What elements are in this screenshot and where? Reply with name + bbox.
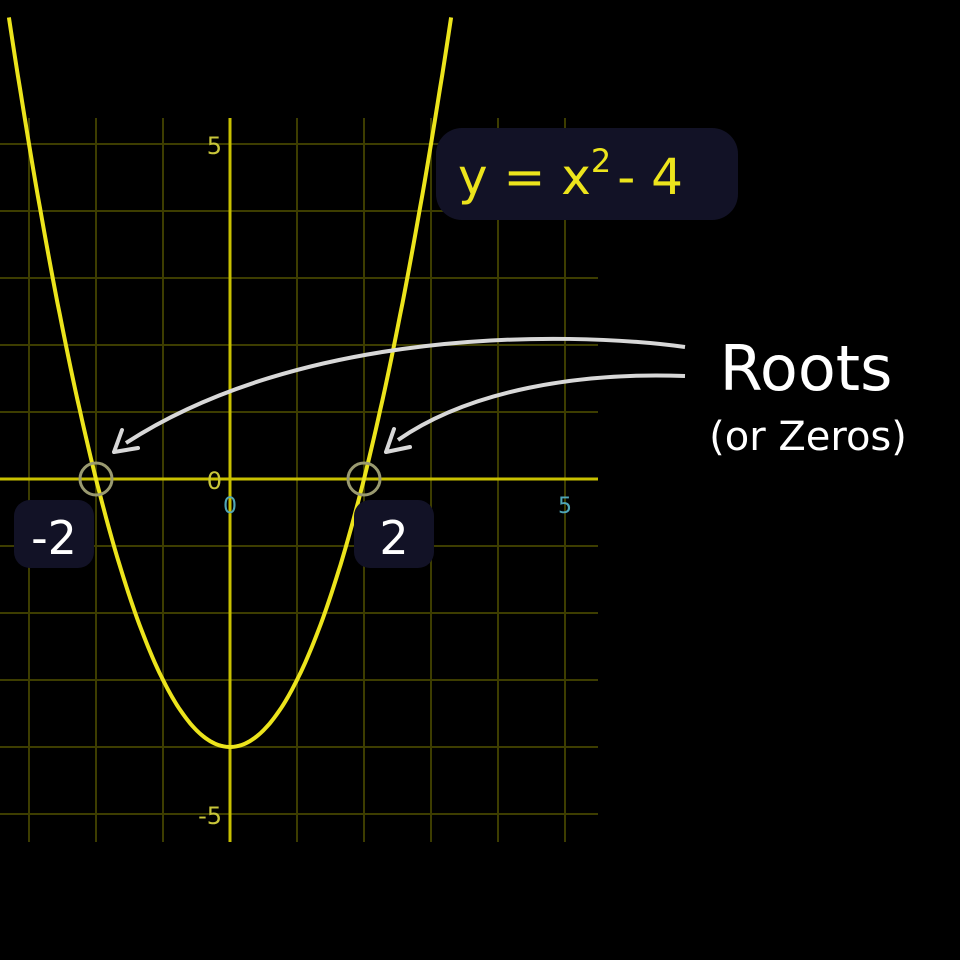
root-markers bbox=[78, 461, 382, 497]
callout-subtitle: (or Zeros) bbox=[709, 414, 907, 460]
svg-text:y = x2- 4: y = x2- 4 bbox=[458, 142, 683, 206]
axes bbox=[0, 118, 598, 842]
arrow-to-left-root bbox=[124, 336, 686, 445]
root-labels: -2 2 bbox=[14, 500, 434, 568]
roots-callout: Roots (or Zeros) bbox=[709, 332, 907, 460]
root-label-text: -2 bbox=[31, 511, 77, 565]
equation-suffix: - 4 bbox=[617, 148, 683, 206]
tick-labels: 0 5 5 0 -5 bbox=[198, 132, 572, 830]
equation-prefix: y = x bbox=[458, 148, 591, 206]
y-tick-label: 0 bbox=[207, 467, 222, 495]
arrowhead-right bbox=[384, 427, 412, 454]
equation-exponent: 2 bbox=[591, 142, 611, 180]
root-label-text: 2 bbox=[379, 511, 408, 565]
arrowhead-left bbox=[112, 428, 140, 454]
root-label: 2 bbox=[354, 500, 434, 568]
parabola-curve bbox=[6, 17, 454, 750]
callout-arrows bbox=[112, 336, 686, 454]
root-label-bg bbox=[14, 500, 94, 568]
y-tick-label: -5 bbox=[198, 802, 222, 830]
root-marker bbox=[346, 461, 382, 497]
equation-badge: y = x2- 4 bbox=[436, 128, 738, 220]
callout-title: Roots bbox=[720, 332, 893, 405]
root-marker bbox=[78, 461, 114, 497]
y-tick-label: 5 bbox=[207, 132, 222, 160]
arrow-to-right-root bbox=[396, 373, 686, 442]
root-label: -2 bbox=[14, 500, 94, 568]
root-label-bg bbox=[354, 500, 434, 568]
x-tick-label: 0 bbox=[223, 494, 237, 519]
x-tick-label: 5 bbox=[558, 494, 572, 519]
